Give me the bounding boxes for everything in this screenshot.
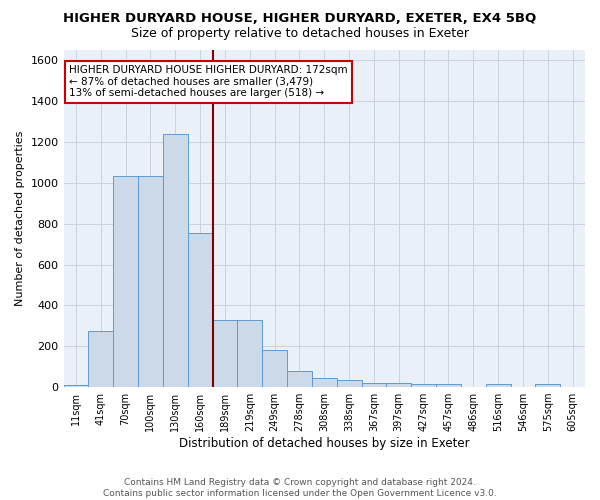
Bar bbox=[411, 384, 436, 387]
Text: HIGHER DURYARD HOUSE, HIGHER DURYARD, EXETER, EX4 5BQ: HIGHER DURYARD HOUSE, HIGHER DURYARD, EX… bbox=[64, 12, 536, 26]
Bar bbox=[312, 378, 337, 387]
Bar bbox=[386, 383, 411, 387]
Bar bbox=[163, 134, 188, 387]
Bar bbox=[188, 233, 212, 387]
Bar bbox=[362, 382, 386, 387]
Text: Contains HM Land Registry data © Crown copyright and database right 2024.
Contai: Contains HM Land Registry data © Crown c… bbox=[103, 478, 497, 498]
Bar bbox=[436, 384, 461, 387]
Bar bbox=[485, 384, 511, 387]
Bar bbox=[113, 176, 138, 387]
Bar bbox=[287, 371, 312, 387]
Bar bbox=[262, 350, 287, 387]
Bar bbox=[238, 320, 262, 387]
Bar bbox=[64, 385, 88, 387]
Bar bbox=[138, 176, 163, 387]
Bar bbox=[535, 384, 560, 387]
Text: HIGHER DURYARD HOUSE HIGHER DURYARD: 172sqm
← 87% of detached houses are smaller: HIGHER DURYARD HOUSE HIGHER DURYARD: 172… bbox=[69, 65, 347, 98]
Y-axis label: Number of detached properties: Number of detached properties bbox=[15, 131, 25, 306]
Bar bbox=[337, 380, 362, 387]
Text: Size of property relative to detached houses in Exeter: Size of property relative to detached ho… bbox=[131, 28, 469, 40]
Bar bbox=[212, 320, 238, 387]
Bar bbox=[88, 331, 113, 387]
X-axis label: Distribution of detached houses by size in Exeter: Distribution of detached houses by size … bbox=[179, 437, 470, 450]
